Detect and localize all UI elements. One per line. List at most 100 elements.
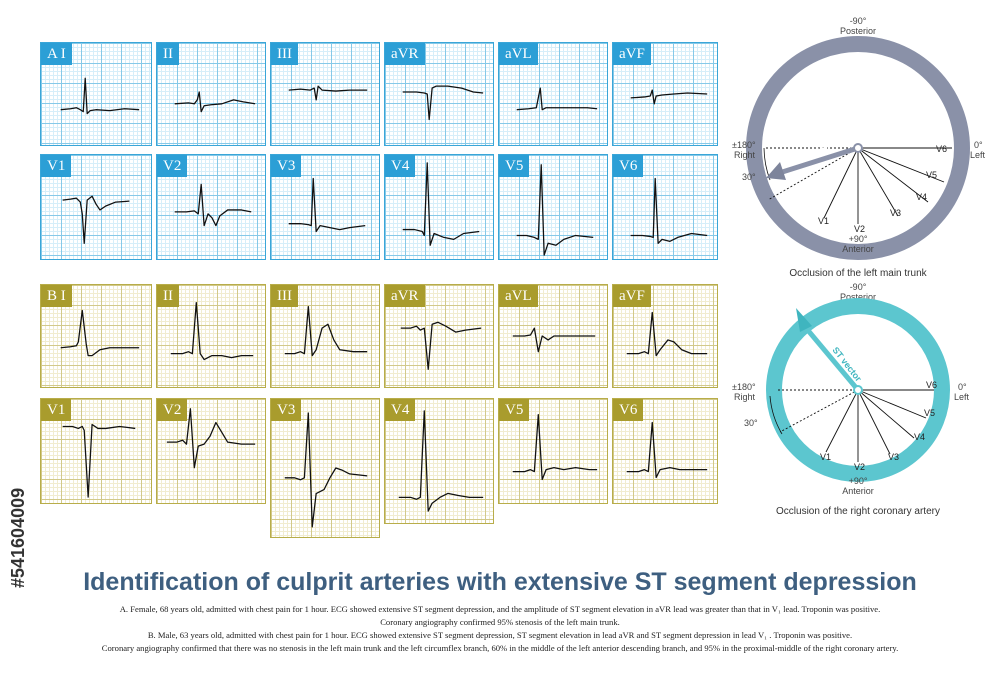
description-line-2: Coronary angiography confirmed 95% steno… [380,617,620,627]
wheel-lead-labels: V1 V2 V3 V4 V5 V6 [818,144,947,234]
lead-label: III [271,285,298,307]
ecg-panel-b-ii: II [156,284,266,388]
vector-wheel-b: -90° Posterior ST vector ±180° Right 0° … [732,282,970,517]
wheel-ring [766,298,950,482]
ecg-trace [400,321,482,370]
lead-label: V2 [157,155,188,177]
lead-label: aVL [499,285,538,307]
stock-id: #541604009 [8,488,28,588]
wheel-lead-labels: V1 V2 V3 V4 V5 V6 [820,380,937,472]
lead-label: aVR [385,285,425,307]
ecg-trace [62,195,130,244]
ecg-panel-b-v1: V1 [40,398,152,504]
ecg-trace [60,77,140,115]
ecg-trace [62,423,136,498]
ecg-trace [626,421,708,479]
lead-v5: V5 [926,170,937,180]
wheel-left-label: ±180° [732,140,756,150]
st-vector-arrowhead [766,162,786,180]
ecg-trace [402,162,480,246]
wheel-top-label: -90° [850,282,867,292]
ecg-panel-b-v3: V3 [270,398,380,538]
wheel-bottom-label: +90° [849,476,868,486]
lead-v5: V5 [924,408,935,418]
st-vector-arrowhead [796,308,812,332]
lead-label: V6 [613,399,644,421]
ecg-trace [288,85,368,101]
wheel-bottom-sub: Anterior [842,244,874,254]
ecg-trace [630,89,708,105]
ecg-panel-a-avr: aVR [384,42,494,146]
ecg-trace [512,327,596,353]
ecg-panel-a-avf: aVF [612,42,718,146]
description-line-4: Coronary angiography confirmed that ther… [101,643,899,653]
angle-label: 30° [744,418,758,428]
lead-label: aVL [499,43,538,65]
lead-label: aVF [613,285,651,307]
ecg-panel-b-avl: aVL [498,284,608,388]
angle-label: 30° [742,172,756,182]
lead-v1: V1 [818,216,829,226]
wheel-left-label: ±180° [732,382,756,392]
angle-arc [769,395,783,435]
lead-v3: V3 [888,452,899,462]
wheel-left-sub: Right [734,150,756,160]
lead-v2: V2 [854,224,865,234]
lead-label: V4 [385,399,416,421]
ecg-trace [402,85,484,121]
ecg-trace [288,177,366,233]
lead-v1: V1 [820,452,831,462]
ecg-panel-b-avf: aVF [612,284,718,388]
lead-v3: V3 [890,208,901,218]
ecg-panel-b-avr: aVR [384,284,494,388]
lead-label: A I [41,43,72,65]
wheel-top-sub: Posterior [840,26,876,36]
ecg-panel-a-v4: V4 [384,154,494,260]
ecg-trace [516,87,598,111]
lead-label: V1 [41,155,72,177]
description-line-3: B. Male, 63 years old, admitted with che… [147,630,853,640]
wheel-caption: Occlusion of the right coronary artery [776,506,940,517]
lead-v4: V4 [914,432,925,442]
stock-id-text: #541604009 [8,488,28,588]
ecg-panel-b-iii: III [270,284,380,388]
ecg-panel-b-v5: V5 [498,398,608,504]
ecg-panel-a-v3: V3 [270,154,380,260]
ecg-trace [626,311,708,357]
lead-label: V4 [385,155,416,177]
lead-label: V2 [157,399,188,421]
vector-wheel-a: -90° Posterior ST vector ±180° Right 0° … [732,16,986,279]
ecg-panel-a-v5: V5 [498,154,608,260]
lead-label: III [271,43,298,65]
wheel-left-sub: Right [734,392,756,402]
ecg-panel-b-v2: V2 [156,398,266,504]
wheel-top-label: -90° [850,16,867,26]
lead-v2: V2 [854,462,865,472]
ecg-trace [630,177,708,244]
wheel-top-sub: Posterior [840,292,876,302]
wheel-ring [746,36,970,260]
ecg-panel-b-i: B I [40,284,152,388]
ecg-panel-a-ii: II [156,42,266,146]
lead-label: V3 [271,399,302,421]
lead-v6: V6 [926,380,937,390]
ecg-panel-a-v6: V6 [612,154,718,260]
figure-title: Identification of culprit arteries with … [83,568,917,596]
lead-label: V5 [499,155,530,177]
ecg-trace [398,410,484,512]
lead-v6: V6 [936,144,947,154]
st-vector-arrow [775,145,859,177]
lead-label: aVR [385,43,425,65]
lead-label: V6 [613,155,644,177]
wheel-right-sub: Left [954,392,970,402]
wheel-right-sub: Left [970,150,986,160]
st-vector-arrow [804,326,860,392]
ecg-trace [284,412,368,528]
ecg-trace [174,91,256,113]
lead-label: II [157,43,179,65]
ecg-panel-a-iii: III [270,42,380,146]
lead-label: V5 [499,399,530,421]
wheel-center [853,385,863,395]
wheel-caption: Occlusion of the left main trunk [789,268,927,279]
ecg-trace [170,302,254,361]
